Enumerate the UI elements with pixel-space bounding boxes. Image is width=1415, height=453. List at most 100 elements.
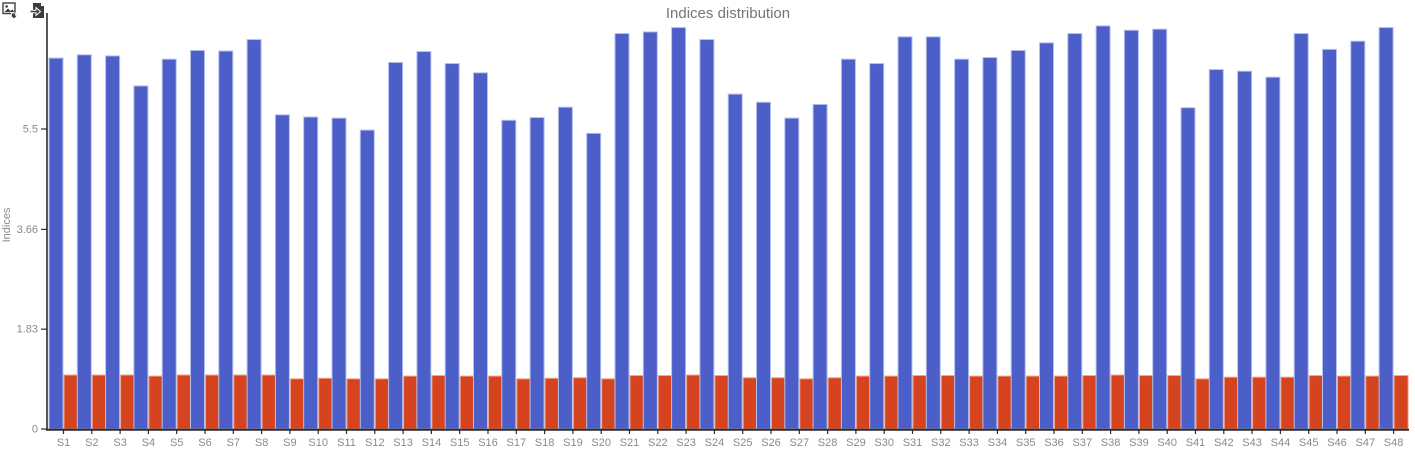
- bar-series2-red-S46[interactable]: [1337, 375, 1352, 430]
- bar-series2-red-S15[interactable]: [459, 375, 475, 430]
- bar-series2-red-S37[interactable]: [1082, 375, 1098, 430]
- bar-series2-red-S48[interactable]: [1393, 375, 1409, 430]
- bar-series2-red-S36[interactable]: [1054, 375, 1069, 430]
- bar-series1-blue-S8[interactable]: [246, 39, 262, 430]
- bar-series2-red-S27[interactable]: [799, 378, 815, 430]
- bar-series1-blue-S26[interactable]: [756, 101, 771, 430]
- bar-series1-blue-S1[interactable]: [48, 57, 64, 430]
- bar-series2-red-S24[interactable]: [714, 375, 730, 430]
- bar-series2-red-S25[interactable]: [742, 377, 758, 430]
- bar-series2-red-S9[interactable]: [289, 378, 305, 430]
- bar-series2-red-S21[interactable]: [629, 375, 645, 430]
- bar-series1-blue-S43[interactable]: [1237, 70, 1253, 430]
- bar-series1-blue-S45[interactable]: [1293, 33, 1309, 430]
- bar-series1-blue-S35[interactable]: [1010, 49, 1026, 430]
- bar-series1-blue-S41[interactable]: [1180, 107, 1196, 430]
- bar-series1-blue-S19[interactable]: [557, 106, 573, 430]
- bar-series2-red-S35[interactable]: [1025, 375, 1041, 430]
- bar-series2-red-S39[interactable]: [1138, 375, 1154, 430]
- bar-series2-red-S13[interactable]: [403, 375, 419, 430]
- bar-series2-red-S31[interactable]: [912, 375, 928, 430]
- bar-series2-red-S44[interactable]: [1280, 376, 1296, 430]
- bar-series1-blue-S4[interactable]: [133, 85, 149, 430]
- bar-series1-blue-S11[interactable]: [331, 117, 347, 430]
- bar-series1-blue-S9[interactable]: [274, 114, 290, 430]
- bar-series2-red-S34[interactable]: [997, 375, 1013, 430]
- bar-series2-red-S10[interactable]: [318, 377, 334, 430]
- bar-series2-red-S23[interactable]: [686, 374, 702, 430]
- bar-series1-blue-S25[interactable]: [727, 93, 743, 430]
- bar-series2-red-S28[interactable]: [827, 377, 843, 430]
- bar-series2-red-S41[interactable]: [1195, 378, 1211, 430]
- bar-series1-blue-S29[interactable]: [840, 58, 856, 430]
- bar-series1-blue-S18[interactable]: [529, 117, 545, 430]
- bar-series1-blue-S23[interactable]: [671, 27, 687, 430]
- bar-series1-blue-S21[interactable]: [614, 33, 630, 430]
- bar-series2-red-S4[interactable]: [148, 375, 164, 430]
- bar-series2-red-S29[interactable]: [855, 375, 871, 430]
- bar-series2-red-S43[interactable]: [1252, 376, 1268, 430]
- bar-series2-red-S12[interactable]: [374, 378, 390, 430]
- bar-series2-red-S1[interactable]: [63, 374, 79, 430]
- bar-series2-red-S22[interactable]: [657, 375, 673, 430]
- bar-series1-blue-S33[interactable]: [954, 58, 970, 430]
- bar-series1-blue-S36[interactable]: [1039, 42, 1054, 430]
- bar-series1-blue-S28[interactable]: [812, 103, 828, 430]
- bar-series2-red-S42[interactable]: [1223, 376, 1239, 430]
- bar-series2-red-S5[interactable]: [176, 374, 192, 430]
- bar-series2-red-S19[interactable]: [572, 377, 588, 430]
- bar-series2-red-S8[interactable]: [261, 374, 277, 430]
- bar-series1-blue-S12[interactable]: [359, 129, 375, 430]
- bar-series1-blue-S46[interactable]: [1322, 48, 1337, 430]
- bar-series2-red-S17[interactable]: [516, 378, 532, 430]
- bar-series1-blue-S37[interactable]: [1067, 33, 1083, 430]
- bar-series1-blue-S30[interactable]: [869, 63, 885, 430]
- bar-series1-blue-S14[interactable]: [416, 51, 432, 430]
- bar-series1-blue-S24[interactable]: [699, 39, 715, 430]
- bar-series2-red-S32[interactable]: [940, 375, 956, 430]
- bar-series1-blue-S13[interactable]: [388, 61, 404, 430]
- bar-series2-red-S38[interactable]: [1110, 374, 1126, 430]
- bar-series1-blue-S34[interactable]: [982, 57, 998, 430]
- x-tick-label: S4: [142, 437, 155, 449]
- bar-series1-blue-S40[interactable]: [1152, 28, 1168, 430]
- bar-series1-blue-S7[interactable]: [218, 50, 234, 430]
- bar-series1-blue-S44[interactable]: [1265, 76, 1281, 430]
- bar-series2-red-S11[interactable]: [346, 378, 362, 430]
- export-data-icon[interactable]: [29, 2, 46, 19]
- bar-series2-red-S26[interactable]: [771, 377, 786, 430]
- save-image-icon[interactable]: [2, 2, 19, 19]
- bar-series2-red-S2[interactable]: [91, 374, 107, 430]
- bar-series1-blue-S22[interactable]: [642, 31, 658, 430]
- bar-series1-blue-S3[interactable]: [105, 55, 121, 430]
- bar-series1-blue-S5[interactable]: [161, 58, 177, 430]
- bar-series2-red-S33[interactable]: [969, 375, 985, 430]
- bar-series1-blue-S31[interactable]: [897, 36, 913, 430]
- bar-series1-blue-S6[interactable]: [190, 49, 205, 430]
- bar-series1-blue-S38[interactable]: [1095, 25, 1111, 430]
- bar-series1-blue-S47[interactable]: [1350, 40, 1366, 430]
- bar-series1-blue-S48[interactable]: [1378, 27, 1394, 430]
- bar-series1-blue-S2[interactable]: [76, 54, 92, 430]
- bar-series2-red-S40[interactable]: [1167, 375, 1183, 430]
- bar-series1-blue-S10[interactable]: [303, 116, 319, 430]
- bar-series2-red-S45[interactable]: [1308, 375, 1324, 430]
- bar-series2-red-S18[interactable]: [544, 377, 560, 430]
- bar-series1-blue-S39[interactable]: [1123, 29, 1139, 430]
- bar-series1-blue-S15[interactable]: [444, 63, 460, 430]
- bar-series2-red-S16[interactable]: [488, 375, 503, 430]
- bar-series2-red-S14[interactable]: [431, 375, 447, 430]
- bar-series2-red-S47[interactable]: [1365, 375, 1381, 430]
- bar-series2-red-S30[interactable]: [884, 375, 900, 430]
- bar-series2-red-S20[interactable]: [601, 378, 617, 430]
- bar-series1-blue-S17[interactable]: [501, 119, 517, 430]
- bar-series1-blue-S27[interactable]: [784, 117, 800, 430]
- bar-series1-blue-S16[interactable]: [473, 72, 488, 430]
- bar-series1-blue-S32[interactable]: [925, 36, 941, 430]
- bar-series1-blue-S20[interactable]: [586, 132, 602, 430]
- bar-series1-blue-S42[interactable]: [1208, 69, 1224, 430]
- bar-series2-red-S3[interactable]: [120, 374, 136, 430]
- bar-series2-red-S7[interactable]: [233, 374, 249, 430]
- bar-series2-red-S6[interactable]: [205, 374, 220, 430]
- x-tick-label: S21: [620, 437, 640, 449]
